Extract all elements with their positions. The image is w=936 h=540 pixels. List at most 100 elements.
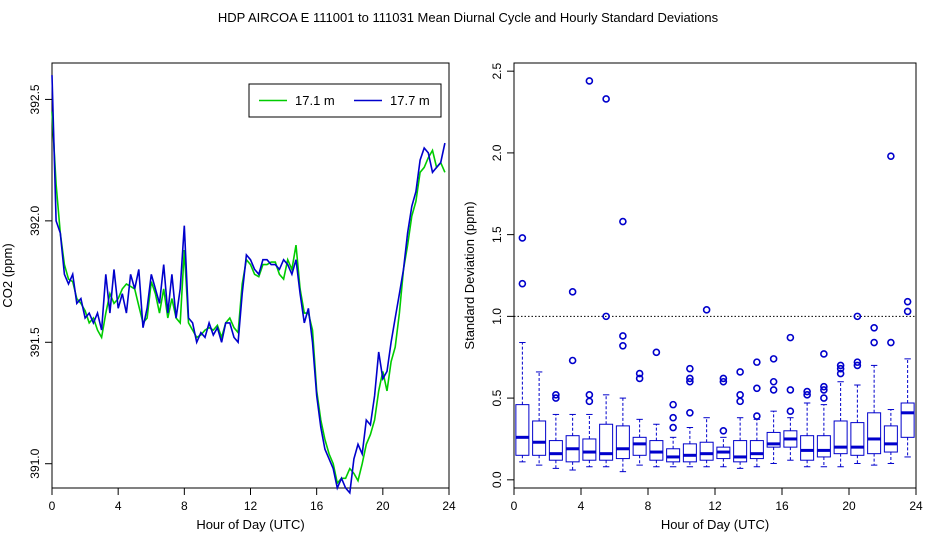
left-x-tick-label: 24 <box>442 499 456 513</box>
box-outlier-point <box>552 391 560 399</box>
box-outlier-point <box>753 358 761 366</box>
box-outlier-point <box>568 356 577 365</box>
right-y-tick-label: 0.0 <box>490 471 504 488</box>
right-x-tick-label: 4 <box>578 499 585 513</box>
box-outlier-point <box>853 312 862 321</box>
legend-label: 17.7 m <box>390 93 430 108</box>
box-outlier-point <box>786 333 795 342</box>
box-iqr <box>582 438 597 461</box>
box-outlier-point <box>568 288 577 296</box>
box-outlier-point <box>887 152 895 160</box>
series-line-17-7-m <box>51 75 446 495</box>
box-outlier-point <box>836 361 845 370</box>
box-iqr <box>800 435 815 461</box>
box-outlier-point <box>552 394 560 402</box>
box-iqr <box>766 431 781 448</box>
box-iqr <box>515 404 530 456</box>
right-panel-hourly-std: 0 4 8 12 16 20 24 0.0 0.5 1.0 1.5 2.0 2.5 Hour of Day… <box>462 62 923 532</box>
left-plot-frame <box>51 62 450 489</box>
box-outlier-point <box>585 77 594 85</box>
box-outlier-point <box>820 386 828 394</box>
box-outlier-point <box>836 364 845 373</box>
left-y-axis-label: CO2 (ppm) <box>0 243 15 307</box>
left-x-tick-label: 16 <box>310 499 324 513</box>
left-x-tick-label: 20 <box>376 499 390 513</box>
box-iqr <box>833 420 848 455</box>
box-iqr <box>666 448 681 463</box>
box-outlier-point <box>585 391 594 399</box>
box-outlier-point <box>518 234 527 242</box>
box-outlier-point <box>769 386 778 394</box>
box-outlier-point <box>585 397 594 406</box>
right-y-axis-label: Standard Deviation (ppm) <box>462 201 477 349</box>
figure-title: HDP AIRCOA E 111001 to 111031 Mean Diurn… <box>218 10 719 25</box>
left-y-tick-label: 391.5 <box>28 327 42 357</box>
box-outlier-point <box>769 377 778 386</box>
box-outlier-point <box>870 324 878 332</box>
box-iqr <box>599 423 614 461</box>
box-iqr <box>682 443 697 463</box>
box-outlier-point <box>619 341 627 350</box>
right-y-tick-label: 1.0 <box>490 308 504 325</box>
right-y-tick-label: 0.5 <box>490 389 504 406</box>
box-outlier-point <box>836 369 845 378</box>
box-outlier-point <box>803 391 811 399</box>
box-outlier-point <box>870 338 878 347</box>
right-x-tick-label: 8 <box>645 499 652 513</box>
box-outlier-point <box>702 306 711 314</box>
right-x-axis-label: Hour of Day (UTC) <box>661 517 769 532</box>
box-outlier-point <box>635 374 644 383</box>
box-iqr <box>749 440 764 460</box>
box-outlier-point <box>719 377 728 386</box>
left-y-tick-label: 392.0 <box>28 206 42 236</box>
box-outlier-point <box>669 413 677 422</box>
left-x-tick-label: 0 <box>49 499 56 513</box>
box-iqr <box>548 440 563 461</box>
box-outlier-point <box>669 400 677 409</box>
right-x-tick-label: 16 <box>775 499 789 513</box>
left-x-tick-label: 4 <box>115 499 122 513</box>
right-x-tick-label: 12 <box>708 499 722 513</box>
box-iqr <box>532 420 547 456</box>
box-outlier-point <box>669 423 677 432</box>
box-outlier-point <box>887 338 895 347</box>
box-outlier-point <box>820 394 828 402</box>
left-y-tick-label: 391.0 <box>28 448 42 478</box>
box-outlier-point <box>652 348 661 357</box>
left-panel-diurnal-cycle: 0 4 8 12 16 20 24 391.0 391.5 392.0 392.5 Hour of D… <box>0 62 456 532</box>
box-outlier-point <box>635 369 644 378</box>
left-y-tick-label: 392.5 <box>28 84 42 114</box>
box-outlier-point <box>686 364 694 373</box>
box-outlier-point <box>753 384 761 393</box>
box-outlier-point <box>903 297 912 306</box>
left-x-axis-label: Hour of Day (UTC) <box>196 517 304 532</box>
box-outlier-point <box>602 312 610 321</box>
left-x-tick-label: 8 <box>181 499 188 513</box>
box-outlier-point <box>719 426 728 435</box>
box-outlier-point <box>619 217 627 226</box>
box-iqr <box>850 422 865 456</box>
box-outlier-point <box>820 350 828 358</box>
box-iqr <box>816 435 831 458</box>
right-x-tick-label: 20 <box>842 499 856 513</box>
box-iqr <box>867 412 882 455</box>
right-y-tick-label: 2.5 <box>490 63 504 80</box>
box-outlier-point <box>602 95 610 103</box>
box-iqr <box>900 402 915 438</box>
box-outlier-point <box>853 361 862 370</box>
box-outlier-point <box>753 412 761 420</box>
legend-label: 17.1 m <box>295 93 335 108</box>
right-plot-frame <box>513 62 917 489</box>
left-x-tick-label: 12 <box>244 499 258 513</box>
right-y-tick-label: 1.5 <box>490 226 504 243</box>
box-outlier-point <box>719 374 728 383</box>
box-outlier-point <box>619 332 627 340</box>
box-outlier-point <box>786 407 795 415</box>
box-outlier-point <box>686 374 694 383</box>
box-iqr <box>615 425 630 460</box>
box-outlier-point <box>769 355 778 363</box>
right-y-tick-label: 2.0 <box>490 144 504 161</box>
right-x-tick-label: 0 <box>511 499 518 513</box>
right-x-tick-label: 24 <box>909 499 923 513</box>
box-iqr <box>649 440 664 461</box>
